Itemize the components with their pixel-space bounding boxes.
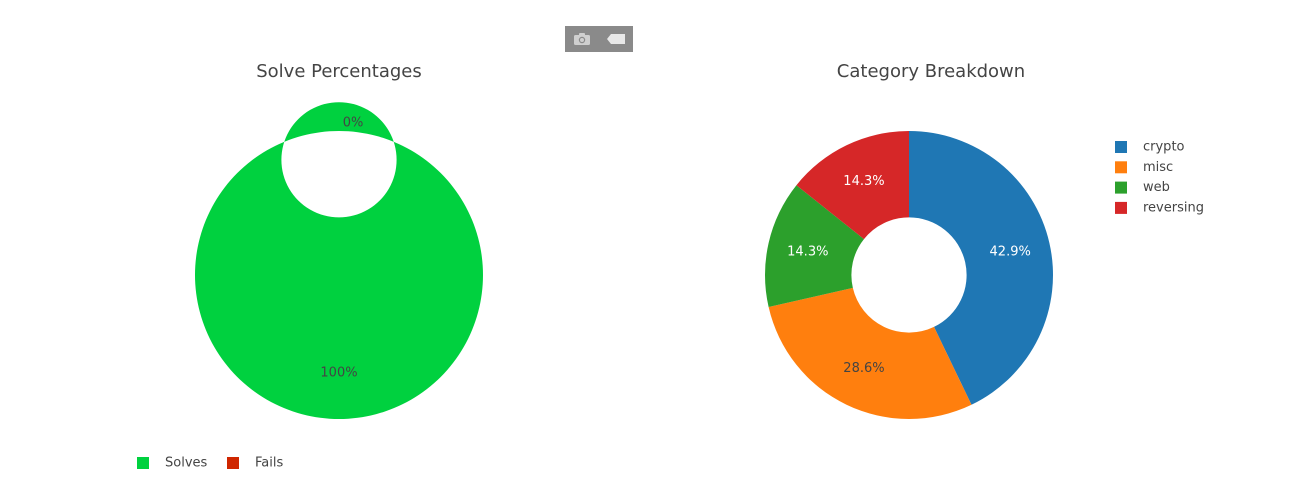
legend-label: Fails [255, 456, 283, 471]
solve-percentages-chart: Solve Percentages 100% 0% Solves Fails [137, 61, 483, 471]
legend-label: crypto [1143, 140, 1185, 155]
legend-label: web [1143, 180, 1170, 195]
legend-item-fails[interactable]: Fails [227, 456, 283, 471]
chart-title: Category Breakdown [837, 61, 1025, 82]
slice-label-fails: 0% [343, 116, 364, 131]
slice-label-reversing: 14.3% [843, 174, 884, 189]
modebar [565, 26, 633, 52]
pie-slice-misc[interactable] [768, 287, 972, 419]
legend-swatch [137, 457, 149, 469]
pie-slice-reversing[interactable] [796, 131, 909, 240]
slice-label-crypto: 42.9% [990, 244, 1031, 259]
legend-swatch [1115, 141, 1127, 153]
camera-icon[interactable] [569, 28, 595, 50]
legend-label: reversing [1143, 200, 1204, 215]
slice-label-solves: 100% [320, 365, 357, 380]
legend-swatch [1115, 181, 1127, 194]
pie-slices: 42.9% 28.6% 14.3% 14.3% [764, 131, 1053, 419]
slice-label-web: 14.3% [787, 244, 828, 259]
legend-swatch [227, 457, 239, 469]
legend-item-reversing[interactable]: reversing [1115, 200, 1204, 215]
pie-slice-crypto[interactable] [909, 131, 1053, 405]
legend-item-crypto[interactable]: crypto [1115, 140, 1185, 155]
legend: Solves Fails [137, 456, 283, 471]
legend-label: misc [1143, 160, 1173, 175]
legend-swatch [1115, 201, 1127, 214]
chart-title: Solve Percentages [256, 61, 422, 82]
pie-slice-web[interactable] [764, 185, 864, 308]
legend: crypto misc web reversing [1115, 140, 1204, 215]
legend-item-web[interactable]: web [1115, 180, 1170, 195]
pie-slice-solves[interactable] [194, 102, 483, 419]
plotly-logo-icon[interactable] [603, 28, 629, 50]
legend-label: Solves [165, 456, 208, 471]
legend-swatch [1115, 161, 1127, 174]
category-breakdown-chart: Category Breakdown 42.9%28.6%14.3%14.3% … [764, 61, 1204, 419]
legend-item-solves[interactable]: Solves [137, 456, 208, 471]
legend-item-misc[interactable]: misc [1115, 160, 1173, 175]
slice-label-misc: 28.6% [843, 361, 884, 376]
pie-slices: 100% 0% [194, 102, 483, 419]
